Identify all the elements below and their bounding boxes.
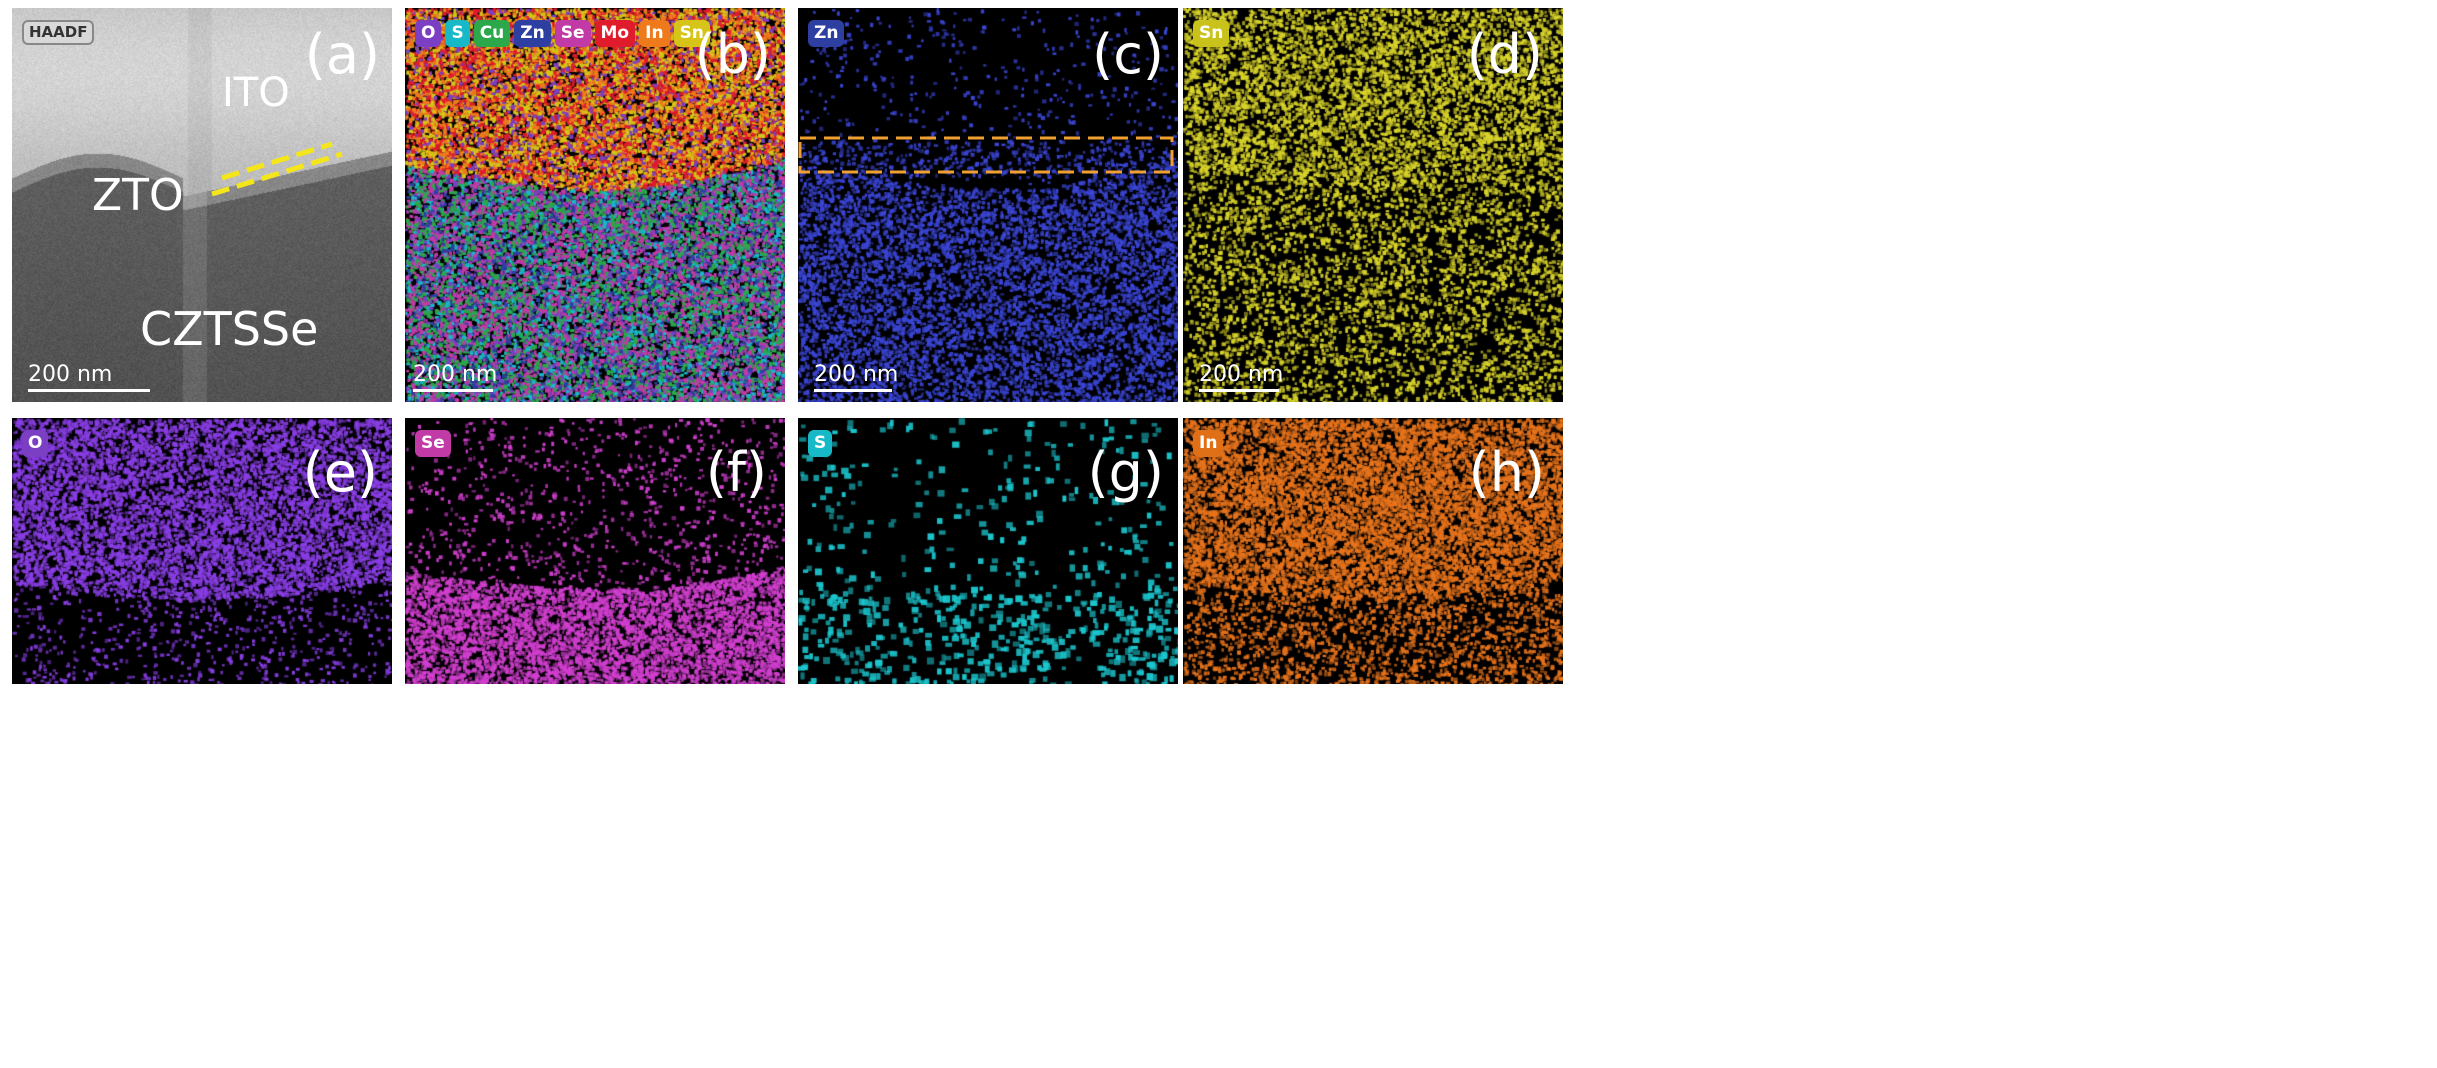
scale-bar-d-line <box>1199 389 1279 392</box>
o-badge: O <box>22 430 49 457</box>
legend-chip-s: S <box>445 20 470 47</box>
zn-eds-map <box>798 8 1178 402</box>
panel-label-c: (c) <box>1092 23 1164 86</box>
panel-f-se-map: Se (f) <box>405 418 785 684</box>
panel-label-h: (h) <box>1468 441 1545 504</box>
panel-e-o-map: O (e) <box>12 418 392 684</box>
o-chip: O <box>22 430 49 457</box>
scale-bar-a: 200 nm <box>28 362 150 392</box>
haadf-chip: HAADF <box>22 20 95 45</box>
scale-bar-d: 200 nm <box>1199 362 1283 392</box>
zto-region-dashed-box <box>798 136 1174 174</box>
scale-bar-d-text: 200 nm <box>1199 362 1284 387</box>
panel-c-zn-map: Zn (c) 200 nm <box>798 8 1178 402</box>
se-eds-map <box>405 418 785 684</box>
panel-label-b: (b) <box>694 23 771 86</box>
scale-bar-b-text: 200 nm <box>413 362 498 387</box>
scale-bar-c: 200 nm <box>814 362 898 392</box>
scale-bar-a-line <box>28 389 150 392</box>
panel-b-composite-map: O S Cu Zn Se Mo In Sn (b) 200 nm <box>405 8 785 402</box>
panel-g-s-map: S (g) <box>798 418 1178 684</box>
se-chip: Se <box>415 430 451 457</box>
legend-chip-in: In <box>639 20 670 47</box>
haadf-image <box>12 8 392 402</box>
region-label-ito: ITO <box>222 70 290 116</box>
in-eds-map <box>1183 418 1563 684</box>
panel-h-in-map: In (h) <box>1183 418 1563 684</box>
in-badge: In <box>1193 430 1224 457</box>
sn-eds-map <box>1183 8 1563 402</box>
sn-chip: Sn <box>1193 20 1230 47</box>
panel-d-sn-map: Sn (d) 200 nm <box>1183 8 1563 402</box>
s-chip: S <box>808 430 833 457</box>
legend-chip-o: O <box>415 20 442 47</box>
se-badge: Se <box>415 430 451 457</box>
scale-bar-c-line <box>814 389 892 392</box>
zn-badge: Zn <box>808 20 845 47</box>
panel-label-a: (a) <box>304 23 380 86</box>
s-eds-map <box>798 418 1178 684</box>
panel-a-haadf: HAADF (a) ITO ZTO CZTSSe 200 nm <box>12 8 392 402</box>
legend-chip-zn: Zn <box>514 20 551 47</box>
element-legend: O S Cu Zn Se Mo In Sn <box>415 20 710 47</box>
zn-chip: Zn <box>808 20 845 47</box>
composite-eds-map <box>405 8 785 402</box>
panel-label-d: (d) <box>1466 23 1543 86</box>
o-eds-map <box>12 418 392 684</box>
scale-bar-b-line <box>413 389 493 392</box>
panel-label-g: (g) <box>1087 441 1164 504</box>
haadf-badge: HAADF <box>22 20 95 45</box>
interface-dash-lines <box>211 141 343 197</box>
scale-bar-b: 200 nm <box>413 362 497 392</box>
legend-chip-sn: Sn <box>673 20 710 47</box>
in-chip: In <box>1193 430 1224 457</box>
s-badge: S <box>808 430 833 457</box>
legend-chip-cu: Cu <box>473 20 511 47</box>
legend-chip-mo: Mo <box>594 20 636 47</box>
region-label-czts: CZTSSe <box>140 302 319 356</box>
legend-chip-se: Se <box>554 20 591 47</box>
region-label-zto: ZTO <box>92 170 184 221</box>
panel-label-e: (e) <box>302 441 378 504</box>
sn-badge: Sn <box>1193 20 1230 47</box>
scale-bar-c-text: 200 nm <box>814 362 899 387</box>
panel-label-f: (f) <box>705 441 767 504</box>
scale-bar-a-text: 200 nm <box>28 362 113 387</box>
